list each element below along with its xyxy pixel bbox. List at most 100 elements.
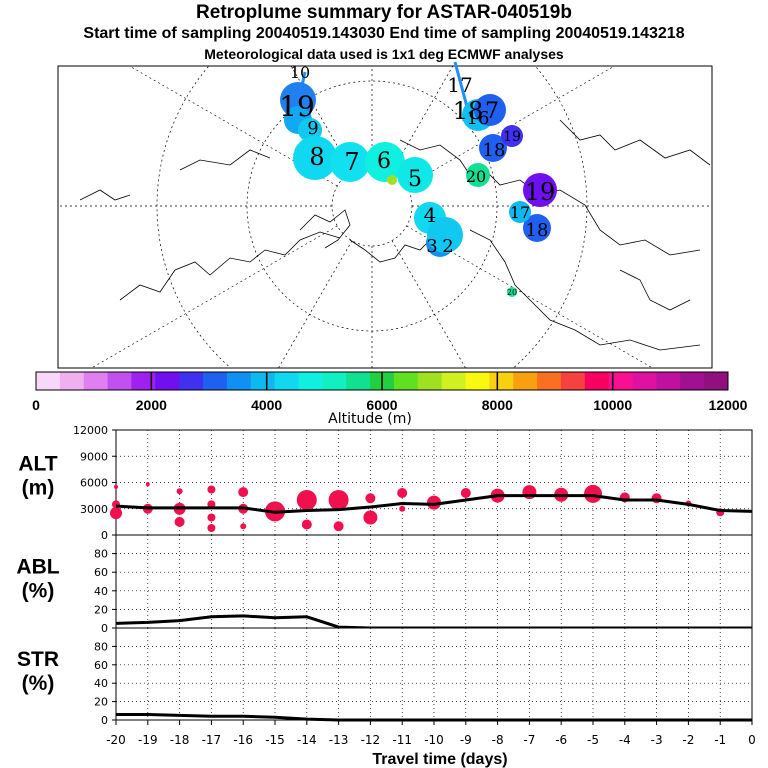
ytick-label: 60 [94,566,108,579]
plume-point [207,524,216,532]
timeseries-panels: 030006000900012000ALT(m)020406080ABL(%)0… [16,424,755,768]
colorbar-swatch [59,372,85,390]
panel-ylabel: ALT [18,453,57,476]
xtick-label: -1 [714,733,726,747]
plume-point [399,505,406,512]
plume-blob [507,287,517,297]
plume-day-label: 19 [525,178,556,206]
plume-blob [523,173,557,207]
map-graticule [58,66,712,368]
panel-frame [115,534,753,629]
plume-day-label: 2 [442,236,453,257]
coastline [469,229,701,351]
plume-blob [330,142,370,182]
plume-day-label: 6 [377,149,391,174]
panel-frame [115,627,753,721]
plume-day-label: 16 [467,108,490,129]
plume-day-label: 8 [309,143,324,171]
plume-blob [427,217,463,253]
xtick-label: -7 [523,733,535,747]
coastline [619,269,691,311]
panel-ylabel: STR [17,648,59,671]
xtick-label: -19 [138,733,158,747]
coastline [79,189,131,201]
meridian-line [128,66,338,187]
plume-point [296,490,317,510]
panel-ylabel: (%) [22,580,55,603]
plume-day-label: 7 [344,148,359,176]
plume-day-label: 5 [408,167,422,192]
ytick-label: 6000 [80,477,108,490]
xtick-label: -2 [682,733,694,747]
colorbar-label: Altitude (m) [328,411,412,427]
colorbar-swatch [632,372,657,390]
xtick-label: -5 [587,733,599,747]
xtick-label: -10 [424,733,444,747]
ytick-label: 20 [94,603,108,616]
plume-blob [474,94,506,126]
panel-ylabel: (%) [22,672,55,695]
colorbar-swatch [608,372,634,390]
colorbar-swatch [203,372,228,390]
x-axis-label: Travel time (days) [372,751,507,768]
plume-day-label: 4 [424,203,437,227]
meridian-line [278,240,353,368]
colorbar-tick-label: 10000 [593,397,632,413]
plume-day-label: 20 [466,167,486,186]
sampling-times: Start time of sampling 20040519.143030 E… [83,25,685,42]
colorbar-tick-label: 6000 [366,397,397,413]
ytick-label: 80 [94,640,108,653]
plume-point [328,490,349,510]
xtick-label: -17 [202,733,222,747]
plume-blob [365,142,405,182]
ytick-label: 0 [101,529,108,542]
colorbar-tick-label: 4000 [251,397,282,413]
xtick-label: -9 [460,733,472,747]
colorbar-swatch [155,372,180,390]
coastline [299,209,351,249]
plume-blob [523,214,551,242]
ytick-label: 9000 [80,450,108,463]
plume-blob [387,175,397,185]
plume-point [460,488,471,498]
colorbar-swatch [83,372,109,390]
plume-day-label: 3 [426,236,437,257]
plume-day-label: 17 [510,203,530,222]
plume-point [145,482,150,487]
colorbar-swatch [513,372,538,390]
xtick-label: -14 [297,733,317,747]
plume-point [240,523,247,530]
xtick-label: -16 [233,733,253,747]
xtick-label: -8 [492,733,504,747]
plume-blob [298,118,322,142]
plume-point [110,507,122,520]
ytick-label: 0 [101,622,108,635]
series-line [115,494,753,514]
xtick-label: -12 [361,733,381,747]
colorbar-swatch [680,372,705,390]
colorbar-swatch [489,372,514,390]
coastline [349,239,431,263]
colorbar-swatch [36,372,61,390]
colorbar-tick-label: 8000 [482,397,513,413]
panel-abl: 0 20 40 60 80 ABL(%) [16,534,753,635]
plume-day-label: 18 [526,220,549,241]
xtick-label: -15 [265,733,285,747]
meteo-note: Meteorological data used is 1x1 deg ECMW… [204,46,564,62]
xtick-label: -6 [555,733,567,747]
plume-blob [280,82,316,118]
graticule-group [58,66,712,368]
plume-blob [466,163,490,187]
colorbar-swatch [346,372,371,390]
ytick-label: 80 [94,548,108,561]
plume-point [176,488,183,495]
plume-blob [293,136,337,180]
xtick-label: -18 [170,733,190,747]
ytick-label: 40 [94,677,108,690]
altitude-colorbar: 0 2000 4000 6000 8000 10000 12000 [32,371,748,413]
plume-point [301,519,312,530]
plume-point [114,484,118,489]
coastline [179,149,271,171]
ytick-label: 3000 [80,503,108,516]
